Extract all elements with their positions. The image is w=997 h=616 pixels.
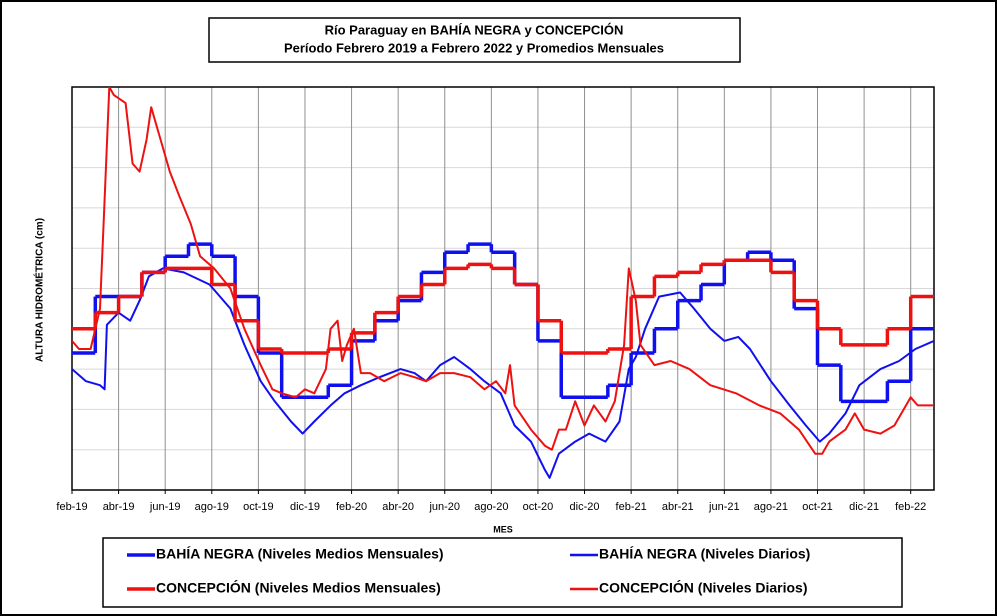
- x-tick-label: abr-21: [662, 501, 694, 513]
- x-axis-label: MES: [493, 524, 513, 534]
- x-tick-label: feb-21: [616, 501, 647, 513]
- x-tick-label: feb-19: [56, 501, 87, 513]
- chart-subtitle: Período Febrero 2019 a Febrero 2022 y Pr…: [284, 40, 664, 55]
- x-tick-label: abr-19: [103, 501, 135, 513]
- chart-title: Río Paraguay en BAHÍA NEGRA y CONCEPCIÓN: [325, 22, 624, 37]
- legend-label: BAHÍA NEGRA (Niveles Diarios): [599, 546, 810, 562]
- x-tick-label: abr-20: [382, 501, 414, 513]
- x-tick-label: ago-19: [195, 501, 229, 513]
- plot-lines: [72, 87, 934, 479]
- x-tick-label: dic-20: [570, 501, 600, 513]
- legend-label: CONCEPCIÓN (Niveles Diarios): [599, 579, 808, 596]
- daily-line: [72, 267, 934, 479]
- x-tick-label: dic-21: [849, 501, 879, 513]
- x-tick-label: ago-20: [474, 501, 508, 513]
- daily-line: [72, 87, 934, 455]
- legend-box: [102, 537, 903, 608]
- x-tick-label: oct-20: [523, 501, 554, 513]
- x-tick-label: ago-21: [754, 501, 788, 513]
- title-box: [208, 17, 741, 63]
- x-tick-label: feb-20: [336, 501, 367, 513]
- x-tick-label: oct-21: [802, 501, 833, 513]
- plot-area: [71, 86, 935, 491]
- legend-label: BAHÍA NEGRA (Niveles Medios Mensuales): [156, 546, 444, 562]
- x-tick-label: dic-19: [290, 501, 320, 513]
- x-tick-label: feb-22: [895, 501, 926, 513]
- x-tick-label: jun-20: [428, 501, 460, 513]
- x-tick-label: oct-19: [243, 501, 274, 513]
- y-axis-label: ALTURA HIDROMÉTRICA (cm): [33, 218, 46, 362]
- legend-label: CONCEPCIÓN (Niveles Medios Mensuales): [156, 579, 441, 596]
- x-tick-label: jun-19: [149, 501, 181, 513]
- x-tick-label: jun-21: [708, 501, 740, 513]
